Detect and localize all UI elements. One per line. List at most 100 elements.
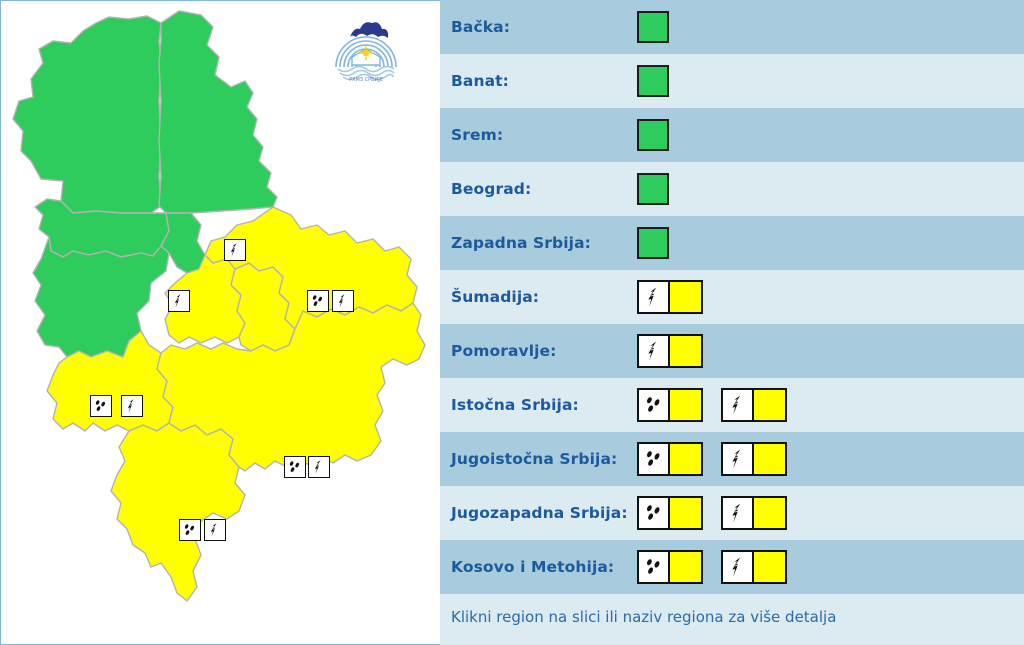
rain-icon [184,524,194,535]
map-warning-thunderstorm-icon[interactable] [121,395,143,417]
map-region-zapadna[interactable] [32,236,170,358]
thunderstorm-icon [174,294,181,308]
thunderstorm-icon [647,287,656,307]
region-row[interactable]: Bačka: [440,0,1024,54]
region-row[interactable]: Pomoravlje: [440,324,1024,378]
region-name-link[interactable]: Banat: [451,72,509,90]
region-name-link[interactable]: Beograd: [451,180,532,198]
warning-rain-icon-yellow[interactable] [637,496,703,530]
warning-level-swatch [754,390,785,420]
map-region-kosovo[interactable] [110,422,246,602]
thunderstorm-icon [731,395,740,415]
region-name-link[interactable]: Jugoistočna Srbija: [451,450,618,468]
warning-pictogram [639,498,670,528]
region-row[interactable]: Kosovo i Metohija: [440,540,1024,594]
warning-thunderstorm-icon-yellow[interactable] [637,280,703,314]
rain-icon [646,397,659,412]
warning-thunderstorm-icon-yellow[interactable] [721,496,787,530]
region-warning-icons [637,334,703,368]
thunderstorm-icon [731,557,740,577]
map-warning-thunderstorm-icon[interactable] [224,239,246,261]
rain-icon [289,461,299,472]
warning-level-swatch [670,336,701,366]
warning-thunderstorm-icon-yellow[interactable] [637,334,703,368]
thunderstorm-icon [731,503,740,523]
serbia-map[interactable] [1,1,440,645]
region-row[interactable]: Istočna Srbija: [440,378,1024,432]
map-region-banat[interactable] [158,10,278,214]
warning-pictogram [723,552,754,582]
region-row[interactable]: Jugozapadna Srbija: [440,486,1024,540]
warning-pictogram [723,498,754,528]
region-warning-list: Bačka: Banat: Srem: Beograd: Zapadna Srbija:… [440,0,1024,645]
warning-level-swatch [754,552,785,582]
region-row[interactable]: Banat: [440,54,1024,108]
region-name-link[interactable]: Kosovo i Metohija: [451,558,615,576]
warning-pictogram [723,390,754,420]
rain-icon [312,295,322,306]
warning-thunderstorm-icon-yellow[interactable] [721,442,787,476]
warning-rain-icon-yellow[interactable] [637,550,703,584]
warning-level-swatch [754,498,785,528]
warning-rain-icon-yellow[interactable] [637,442,703,476]
thunderstorm-icon [230,243,237,257]
warning-level-swatch [670,498,701,528]
region-name-link[interactable]: Pomoravlje: [451,342,557,360]
map-warning-rain-icon[interactable] [307,290,329,312]
region-row[interactable]: Beograd: [440,162,1024,216]
region-name-link[interactable]: Jugozapadna Srbija: [451,504,628,522]
warning-pictogram [639,444,670,474]
thunderstorm-icon [731,449,740,469]
rain-icon [646,451,659,466]
warning-level-swatch [754,444,785,474]
region-row[interactable]: Jugoistočna Srbija: [440,432,1024,486]
warning-rain-icon-yellow[interactable] [637,388,703,422]
no-warning-green-square [637,119,669,151]
region-warning-icons [637,550,787,584]
map-warning-thunderstorm-icon[interactable] [332,290,354,312]
region-warning-icons [637,442,787,476]
thunderstorm-icon [127,399,134,413]
warning-pictogram [639,336,670,366]
warning-thunderstorm-icon-yellow[interactable] [721,388,787,422]
no-warning-green-square [637,173,669,205]
region-warning-icons [637,227,669,259]
region-warning-icons [637,173,669,205]
thunderstorm-icon [210,523,217,537]
thunderstorm-icon [338,294,345,308]
map-hint-text: Klikni region na slici ili naziv regiona… [451,608,837,626]
map-warning-rain-icon[interactable] [284,456,306,478]
map-warning-thunderstorm-icon[interactable] [204,519,226,541]
region-warning-icons [637,280,703,314]
rhmz-serbia-logo: РХМЗ СРБИЈЕ [330,9,402,85]
region-warning-icons [637,11,669,43]
no-warning-green-square [637,11,669,43]
region-warning-icons [637,119,669,151]
map-warning-rain-icon[interactable] [179,519,201,541]
map-region-backa[interactable] [12,15,162,214]
thunderstorm-icon [647,341,656,361]
region-name-link[interactable]: Šumadija: [451,288,540,306]
warning-thunderstorm-icon-yellow[interactable] [721,550,787,584]
warning-pictogram [639,390,670,420]
warning-level-swatch [670,552,701,582]
region-row[interactable]: Srem: [440,108,1024,162]
warning-level-swatch [670,282,701,312]
region-row[interactable]: Šumadija: [440,270,1024,324]
warning-pictogram [723,444,754,474]
no-warning-green-square [637,65,669,97]
region-name-link[interactable]: Bačka: [451,18,511,36]
region-name-link[interactable]: Zapadna Srbija: [451,234,591,252]
map-warning-rain-icon[interactable] [90,395,112,417]
no-warning-green-square [637,227,669,259]
warning-level-swatch [670,390,701,420]
thunderstorm-icon [314,460,321,474]
region-warning-icons [637,65,669,97]
region-name-link[interactable]: Srem: [451,126,504,144]
region-name-link[interactable]: Istočna Srbija: [451,396,579,414]
map-warning-thunderstorm-icon[interactable] [168,290,190,312]
region-row[interactable]: Zapadna Srbija: [440,216,1024,270]
warning-pictogram [639,282,670,312]
warning-level-swatch [670,444,701,474]
map-warning-thunderstorm-icon[interactable] [308,456,330,478]
